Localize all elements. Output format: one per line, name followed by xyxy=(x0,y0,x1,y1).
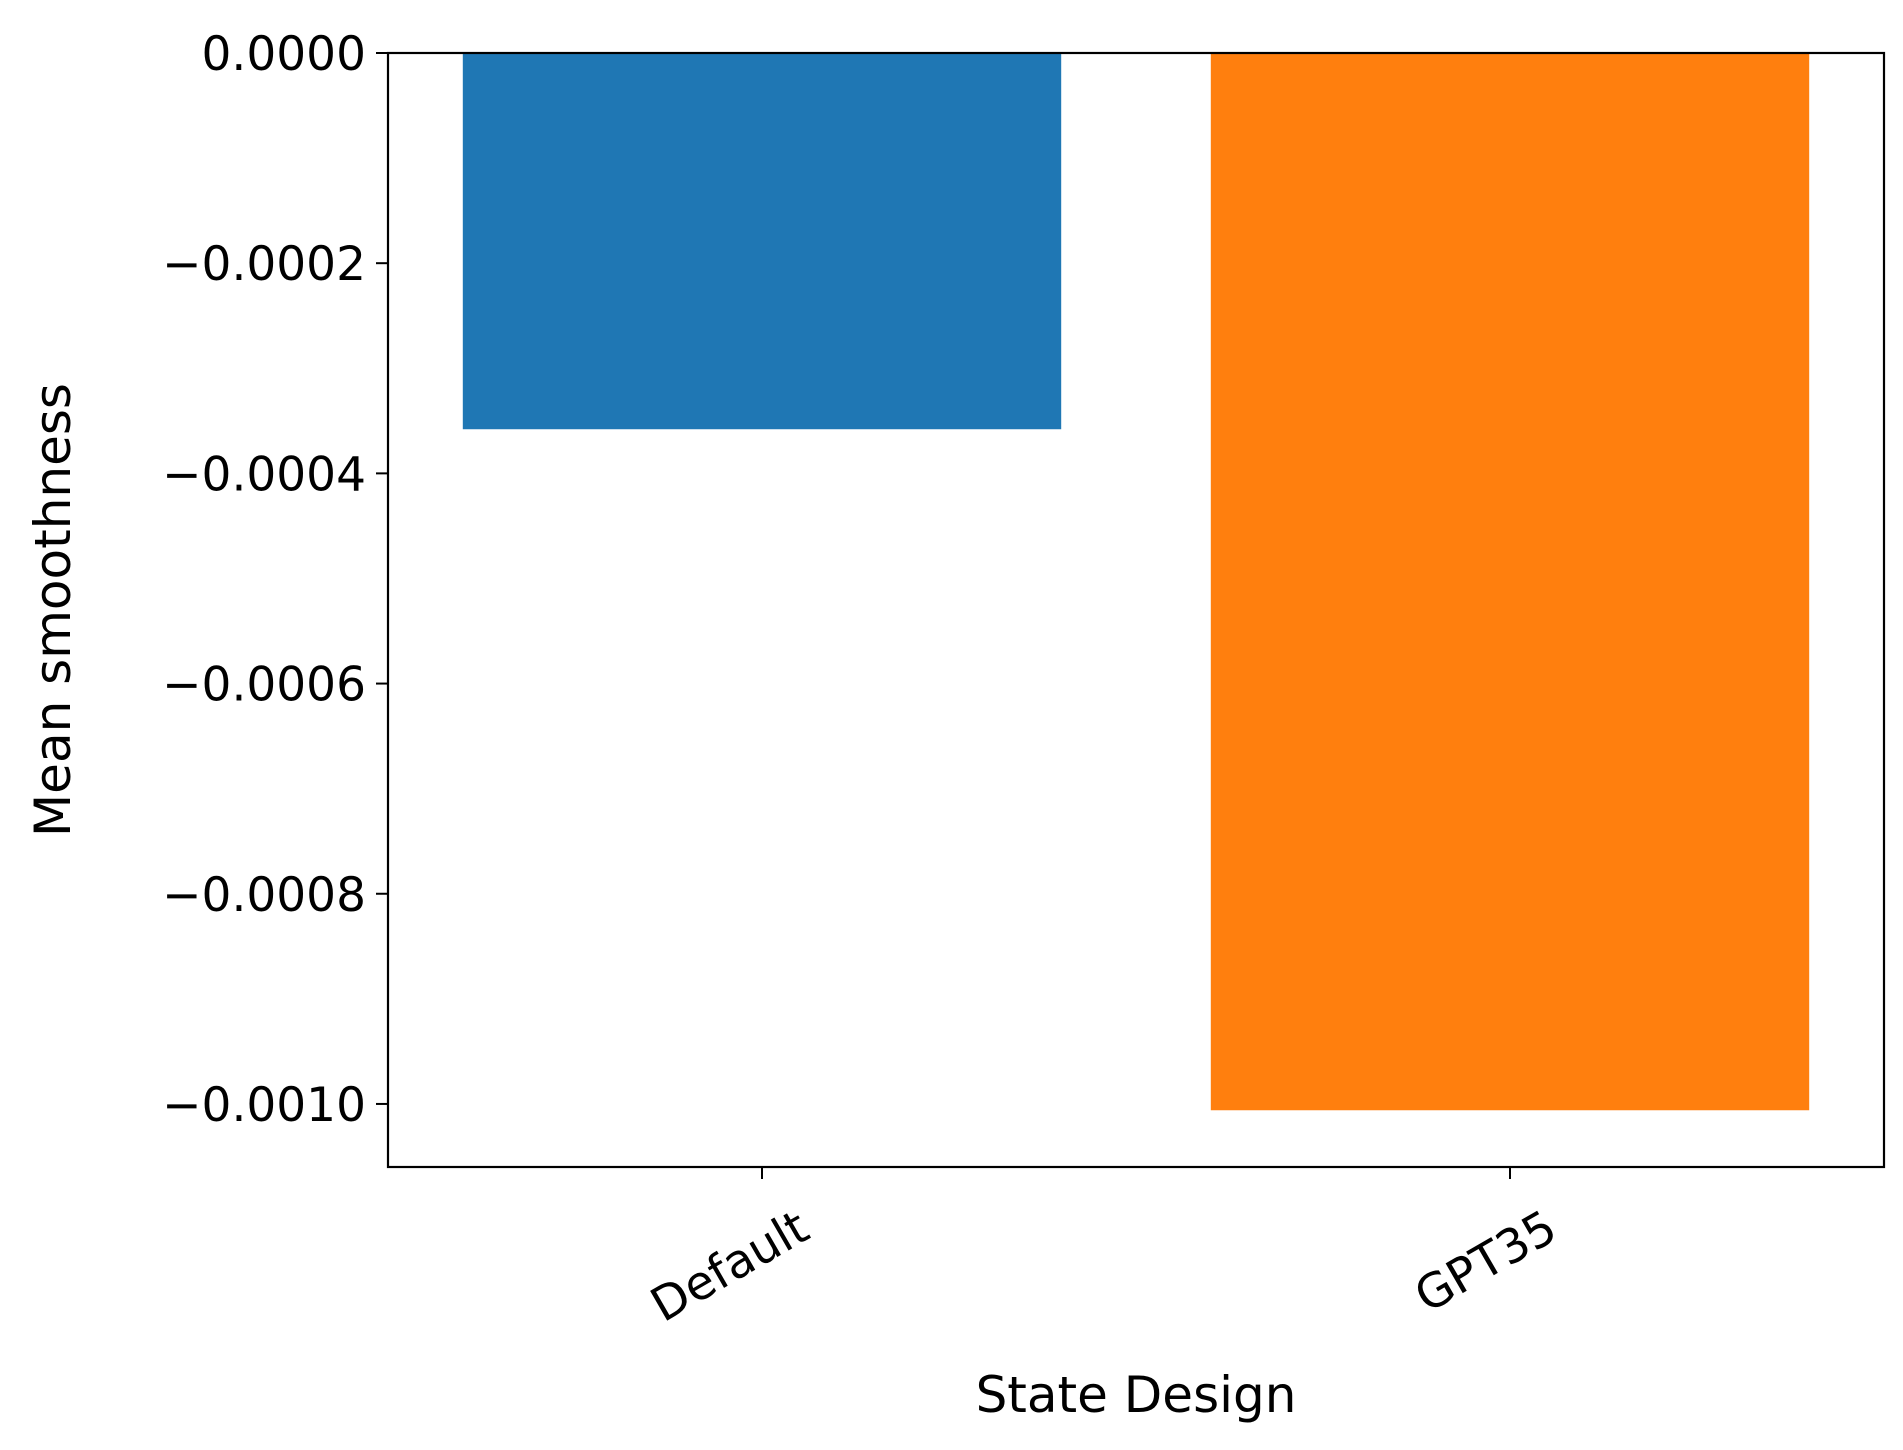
y-tick-label: −0.0008 xyxy=(162,868,366,923)
y-tick-label: −0.0006 xyxy=(162,658,366,713)
x-tick-label: GPT35 xyxy=(1406,1200,1566,1324)
y-axis-label: Mean smoothness xyxy=(24,383,82,837)
plot-area-frame xyxy=(386,51,1886,1169)
x-tick-label: Default xyxy=(642,1200,818,1333)
y-tick-label: −0.0010 xyxy=(162,1078,366,1133)
y-tick-label: −0.0002 xyxy=(162,237,366,292)
bars-group xyxy=(462,53,1810,1111)
bar-default xyxy=(462,53,1062,430)
x-axis-ticks: Default GPT35 xyxy=(642,1167,1566,1333)
x-axis-label: State Design xyxy=(976,1366,1297,1424)
y-tick-label: −0.0004 xyxy=(162,447,366,502)
y-axis-ticks: 0.0000 −0.0002 −0.0004 −0.0006 −0.0008 −0.001… xyxy=(162,27,388,1133)
bar-gpt35 xyxy=(1210,53,1810,1111)
y-tick-label: 0.0000 xyxy=(202,27,366,82)
